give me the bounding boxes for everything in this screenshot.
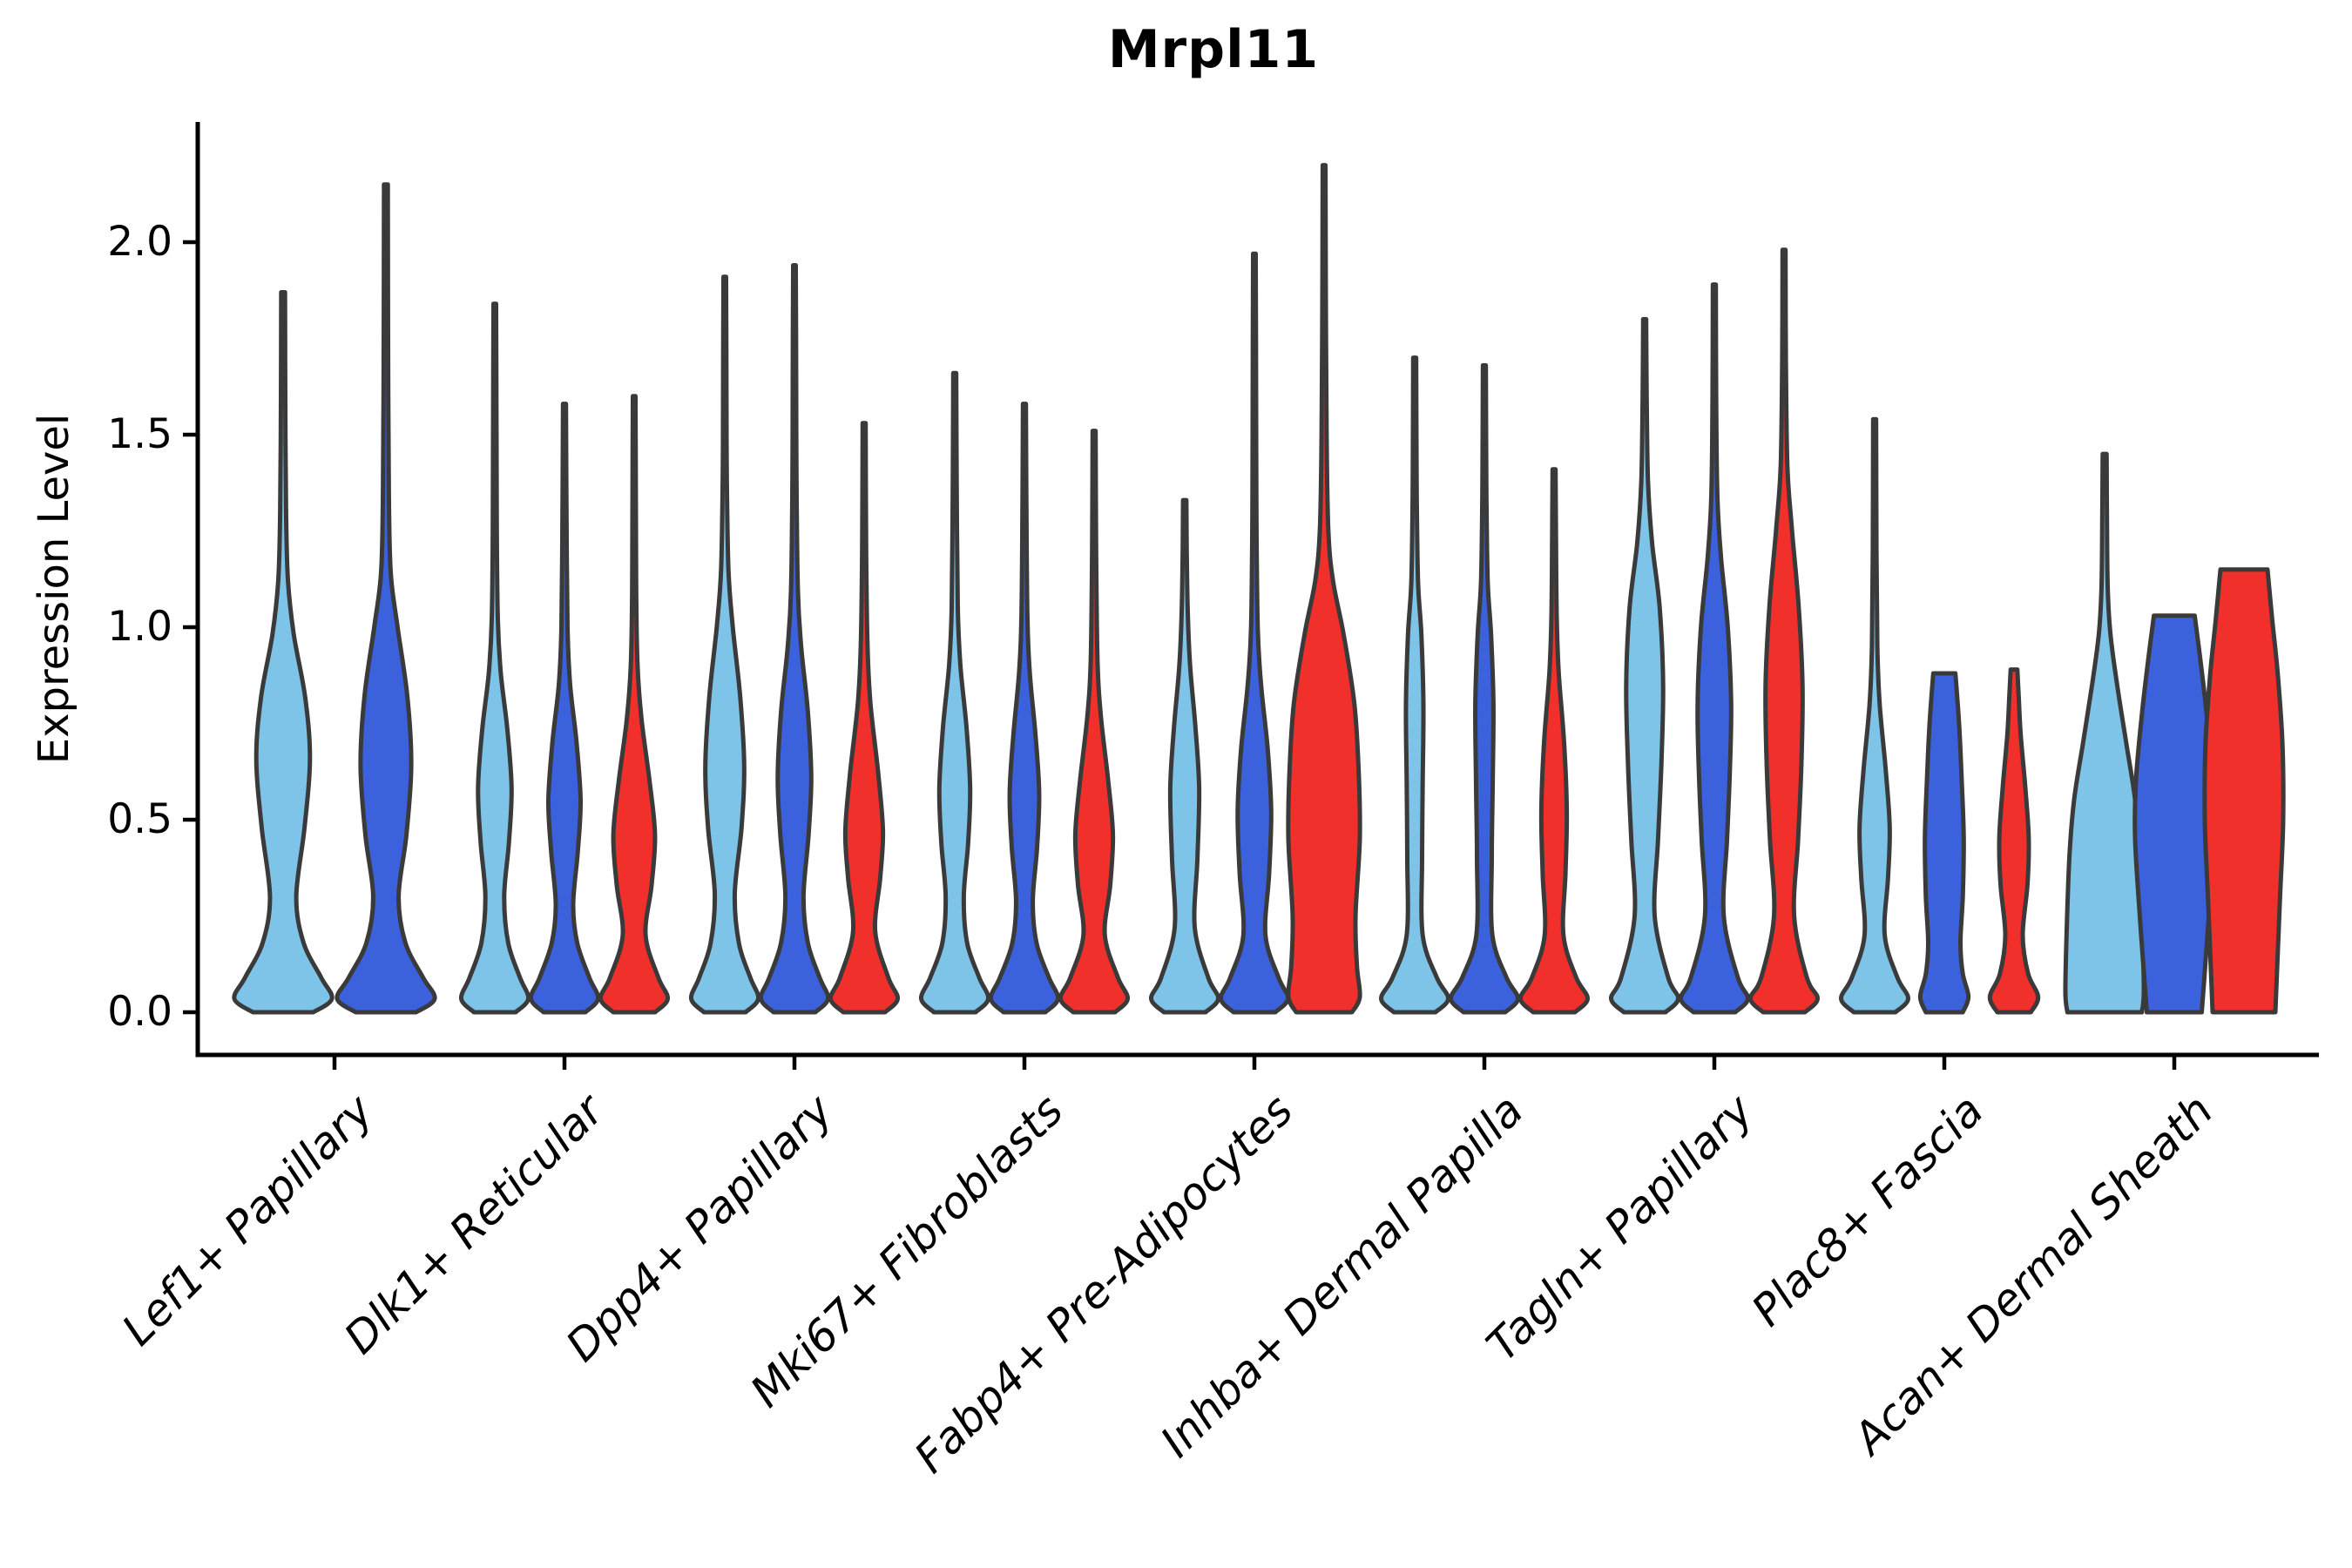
violin-mki67-red: [1058, 429, 1130, 1015]
y-axis-title: Expression Level: [30, 413, 78, 765]
violin-acan-light_blue: [2063, 451, 2146, 1015]
violin-lef1-dark_blue: [335, 182, 437, 1015]
violin-fabp4-dark_blue: [1219, 251, 1290, 1015]
violin-tagln-dark_blue: [1679, 282, 1750, 1015]
violin-plac8-red: [1987, 667, 2041, 1015]
violin-dpp4-dark_blue: [758, 263, 831, 1015]
violin-plac8-dark_blue: [1917, 671, 1971, 1015]
violin-fabp4-red: [1286, 163, 1362, 1015]
violin-dlk1-light_blue: [458, 301, 531, 1015]
y-tick-label: 0.0: [107, 988, 172, 1036]
violin-fabp4-light_blue: [1149, 497, 1220, 1015]
violin-dpp4-light_blue: [688, 274, 761, 1015]
y-tick-label: 2.0: [107, 218, 172, 266]
violin-lef1-light_blue: [232, 290, 335, 1015]
y-tick-label: 1.0: [107, 603, 172, 651]
y-tick-label: 0.5: [107, 795, 172, 843]
violin-dpp4-red: [828, 421, 900, 1015]
violin-plac8-light_blue: [1839, 416, 1910, 1015]
violin-mki67-dark_blue: [988, 402, 1061, 1015]
violin-inhba-red: [1518, 467, 1590, 1015]
violin-inhba-dark_blue: [1449, 362, 1520, 1015]
violin-acan-dark_blue: [2132, 613, 2216, 1015]
y-tick-label: 1.5: [107, 410, 172, 458]
chart-title: Mrpl11: [1107, 19, 1320, 80]
violin-mki67-light_blue: [918, 370, 991, 1015]
violin-inhba-light_blue: [1379, 355, 1450, 1015]
violin-dlk1-dark_blue: [528, 402, 601, 1015]
violin-tagln-light_blue: [1609, 316, 1680, 1015]
violin-tagln-red: [1748, 247, 1820, 1015]
violin-acan-red: [2202, 567, 2286, 1015]
violin-dlk1-red: [598, 394, 670, 1015]
